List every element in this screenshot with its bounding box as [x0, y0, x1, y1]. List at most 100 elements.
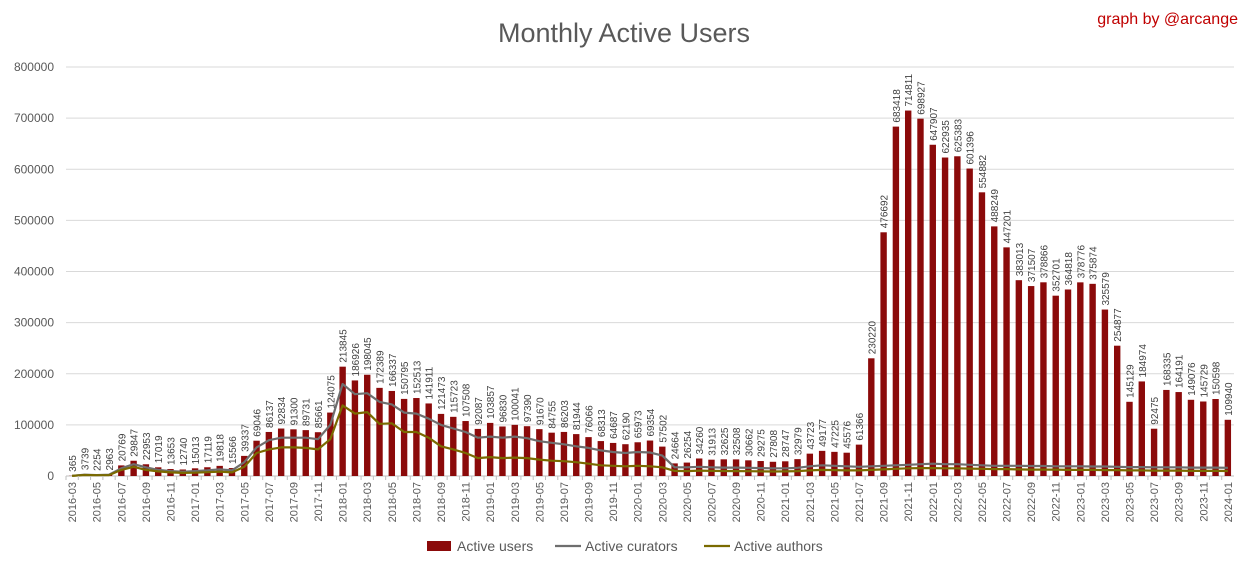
- x-tick-label: 2020-05: [682, 482, 694, 522]
- data-label: 115723: [449, 380, 460, 413]
- bar: [991, 226, 997, 476]
- bar: [1163, 390, 1169, 476]
- bar: [659, 447, 665, 476]
- data-label: 622935: [941, 120, 952, 154]
- data-label: 352701: [1052, 258, 1063, 292]
- data-label: 65973: [634, 410, 645, 438]
- data-label: 28747: [781, 429, 792, 457]
- data-label: 198045: [363, 337, 374, 371]
- y-tick-label: 600000: [14, 162, 54, 176]
- y-axis: 0100000200000300000400000500000600000700…: [14, 60, 54, 483]
- x-tick-label: 2017-07: [264, 482, 276, 522]
- x-tick-label: 2019-11: [608, 482, 620, 522]
- x-tick-label: 2019-07: [559, 482, 571, 522]
- chart-credit: graph by @arcange: [1097, 11, 1238, 28]
- bar: [868, 358, 874, 476]
- x-tick-label: 2019-01: [485, 482, 497, 522]
- x-tick-label: 2016-03: [67, 482, 79, 522]
- legend-label: Active users: [457, 538, 533, 554]
- x-tick-label: 2024-01: [1223, 482, 1235, 522]
- data-label: 145729: [1199, 364, 1210, 398]
- data-label: 325579: [1101, 272, 1112, 306]
- x-tick-label: 2021-05: [829, 482, 841, 522]
- data-label: 68313: [597, 409, 608, 437]
- x-tick-label: 2019-09: [584, 482, 596, 522]
- x-tick-label: 2021-07: [854, 482, 866, 522]
- data-label: 85661: [314, 400, 325, 428]
- data-label: 26254: [683, 430, 694, 458]
- bar: [1040, 282, 1046, 476]
- y-tick-label: 800000: [14, 60, 54, 74]
- y-tick-label: 700000: [14, 111, 54, 125]
- data-label: 141911: [425, 366, 436, 399]
- bar: [966, 169, 972, 476]
- bar: [1003, 247, 1009, 476]
- data-label: 121473: [437, 376, 448, 410]
- x-tick-label: 2018-11: [461, 482, 473, 522]
- bar: [561, 432, 567, 476]
- data-label: 31913: [707, 427, 718, 455]
- data-label: 254877: [1113, 308, 1124, 342]
- y-tick-label: 100000: [14, 418, 54, 432]
- x-tick-label: 2019-05: [534, 482, 546, 522]
- bar: [1188, 400, 1194, 476]
- bar: [831, 452, 837, 476]
- data-label: 172389: [376, 350, 387, 384]
- x-tick-label: 2018-05: [387, 482, 399, 522]
- bar: [573, 434, 579, 476]
- data-label: 64687: [609, 411, 620, 439]
- bar: [635, 442, 641, 476]
- bar: [1212, 399, 1218, 476]
- bar: [1089, 284, 1095, 476]
- data-label: 17019: [154, 435, 165, 463]
- data-label: 24664: [671, 431, 682, 459]
- x-tick-label: 2017-01: [190, 482, 202, 522]
- data-label: 32625: [720, 427, 731, 455]
- x-tick-label: 2018-07: [411, 482, 423, 522]
- data-label: 61366: [855, 412, 866, 440]
- data-label: 69046: [253, 408, 264, 436]
- chart-title: Monthly Active Users: [498, 18, 750, 48]
- data-label: 447201: [1003, 210, 1014, 244]
- bar: [917, 119, 923, 476]
- bar: [610, 443, 616, 476]
- data-label: 47225: [830, 420, 841, 448]
- y-tick-label: 500000: [14, 213, 54, 227]
- data-label: 91670: [535, 397, 546, 425]
- x-tick-label: 2022-05: [977, 482, 989, 522]
- bar: [598, 441, 604, 476]
- x-tick-label: 2017-11: [313, 482, 325, 522]
- bar: [979, 192, 985, 476]
- x-tick-label: 2022-03: [952, 482, 964, 522]
- bar: [450, 417, 456, 476]
- x-tick-label: 2023-09: [1174, 482, 1186, 522]
- data-label: 375874: [1089, 246, 1100, 280]
- data-label: 32508: [732, 427, 743, 455]
- data-label: 230220: [867, 320, 878, 354]
- y-tick-label: 300000: [14, 316, 54, 330]
- bar: [684, 463, 690, 476]
- data-label: 378776: [1076, 245, 1087, 279]
- data-label: 22953: [142, 432, 153, 460]
- bar: [536, 429, 542, 476]
- x-tick-label: 2023-01: [1075, 482, 1087, 522]
- data-label: 625383: [953, 118, 964, 152]
- x-tick-label: 2021-01: [780, 482, 792, 522]
- data-label: 19818: [216, 434, 227, 462]
- data-label: 27808: [769, 430, 780, 458]
- data-label: 100041: [511, 387, 522, 421]
- data-label: 3739: [80, 447, 91, 470]
- data-label: 39337: [240, 424, 251, 452]
- x-tick-label: 2021-03: [805, 482, 817, 522]
- x-tick-label: 2018-03: [362, 482, 374, 522]
- bar: [524, 426, 530, 476]
- data-label: 145129: [1125, 364, 1136, 398]
- data-label: 2254: [93, 448, 104, 471]
- bar: [954, 156, 960, 476]
- data-label: 164191: [1175, 354, 1186, 388]
- bar: [585, 437, 591, 476]
- x-tick-label: 2022-09: [1026, 482, 1038, 522]
- data-label: 554882: [978, 155, 989, 189]
